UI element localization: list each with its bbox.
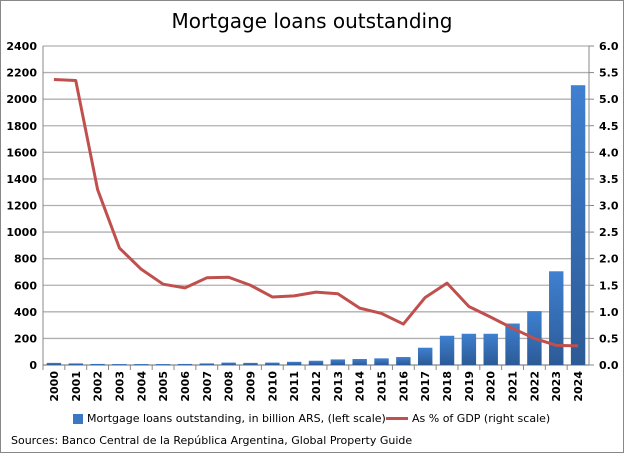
bar — [505, 323, 520, 365]
bar — [352, 359, 367, 365]
bar — [461, 333, 477, 365]
right-axis-tick-label: 6.0 — [599, 40, 619, 53]
x-axis-tick-label: 2000 — [48, 371, 61, 402]
bar — [483, 333, 498, 365]
bar — [221, 362, 236, 365]
bar — [112, 364, 127, 365]
x-axis-tick-label: 2009 — [244, 371, 257, 402]
x-axis-tick-label: 2013 — [332, 371, 345, 402]
left-axis-tick-label: 600 — [14, 279, 37, 292]
bar — [243, 362, 258, 365]
left-axis-tick-label: 200 — [14, 332, 37, 345]
right-axis-tick-label: 0.5 — [599, 332, 619, 345]
x-axis-tick-label: 2008 — [223, 371, 236, 402]
right-axis-tick-label: 5.5 — [599, 67, 619, 80]
legend-swatch-bar — [73, 413, 83, 424]
left-axis-tick-label: 0 — [29, 359, 37, 372]
right-axis-tick-label: 3.0 — [599, 200, 619, 213]
x-axis-tick-label: 2023 — [550, 371, 563, 402]
bar — [396, 357, 411, 365]
x-axis-tick-label: 2012 — [310, 371, 323, 402]
x-axis-tick-label: 2020 — [485, 371, 498, 402]
bar — [155, 364, 171, 365]
right-axis-tick-label: 2.5 — [599, 226, 619, 239]
x-axis-tick-label: 2017 — [419, 371, 432, 402]
x-axis-tick-label: 2018 — [441, 371, 454, 402]
right-axis-tick-label: 3.5 — [599, 173, 619, 186]
x-axis-tick-label: 2005 — [157, 371, 170, 402]
right-axis-tick-label: 1.0 — [599, 306, 619, 319]
legend-item-bars: Mortgage loans outstanding, in billion A… — [73, 412, 386, 425]
left-axis-tick-label: 1600 — [6, 146, 37, 159]
gdp-share-line — [53, 77, 579, 348]
right-axis-tick-label: 0.0 — [599, 359, 619, 372]
x-axis-tick-label: 2002 — [92, 371, 105, 402]
x-axis-tick-label: 2022 — [528, 371, 541, 402]
sources-note: Sources: Banco Central de la República A… — [11, 434, 413, 447]
x-axis-tick-label: 2003 — [113, 371, 126, 402]
left-axis-tick-label: 1200 — [6, 200, 37, 213]
x-axis-tick-label: 2014 — [354, 371, 367, 402]
bar — [308, 360, 324, 365]
bar — [199, 363, 215, 365]
x-axis-tick-label: 2007 — [201, 371, 214, 402]
left-axis-tick-label: 800 — [14, 253, 37, 266]
left-axis-tick-label: 2400 — [6, 40, 37, 53]
x-axis-tick-label: 2010 — [266, 371, 279, 402]
x-axis-tick-label: 2019 — [463, 371, 476, 402]
bar — [330, 359, 346, 365]
bar — [439, 335, 455, 365]
bar — [549, 271, 564, 365]
bar — [265, 362, 280, 365]
right-axis-tick-label: 2.0 — [599, 253, 619, 266]
x-axis-tick-label: 2004 — [135, 371, 148, 402]
bar — [374, 358, 389, 365]
x-axis-tick-label: 2006 — [179, 371, 192, 402]
bar — [570, 85, 586, 365]
bar — [46, 362, 62, 365]
bar — [90, 363, 105, 365]
right-axis-tick-label: 1.5 — [599, 279, 619, 292]
bar — [134, 364, 149, 365]
legend-label-line: As % of GDP (right scale) — [412, 412, 551, 425]
x-axis-tick-label: 2001 — [70, 371, 83, 402]
bar — [286, 361, 302, 365]
right-axis-tick-label: 4.5 — [599, 120, 619, 133]
bar — [177, 363, 193, 365]
right-axis-tick-label: 4.0 — [599, 146, 619, 159]
left-axis-tick-label: 2200 — [6, 67, 37, 80]
right-axis-tick-label: 5.0 — [599, 93, 619, 106]
legend-item-line: As % of GDP (right scale) — [386, 412, 550, 425]
bar — [68, 363, 83, 365]
x-axis-tick-label: 2021 — [507, 371, 520, 402]
left-axis-tick-label: 1800 — [6, 120, 37, 133]
left-axis-tick-label: 1000 — [6, 226, 37, 239]
chart-title: Mortgage loans outstanding — [171, 9, 453, 33]
left-axis-tick-label: 1400 — [6, 173, 37, 186]
left-axis-tick-label: 400 — [14, 306, 37, 319]
x-axis-tick-label: 2024 — [572, 371, 585, 402]
x-axis-tick-label: 2011 — [288, 371, 301, 402]
x-axis-tick-label: 2015 — [376, 371, 389, 402]
bar — [417, 347, 433, 365]
left-axis-tick-label: 2000 — [6, 93, 37, 106]
legend-label-bars: Mortgage loans outstanding, in billion A… — [87, 412, 386, 425]
x-axis-tick-label: 2016 — [397, 371, 410, 402]
legend-swatch-line — [386, 417, 408, 420]
